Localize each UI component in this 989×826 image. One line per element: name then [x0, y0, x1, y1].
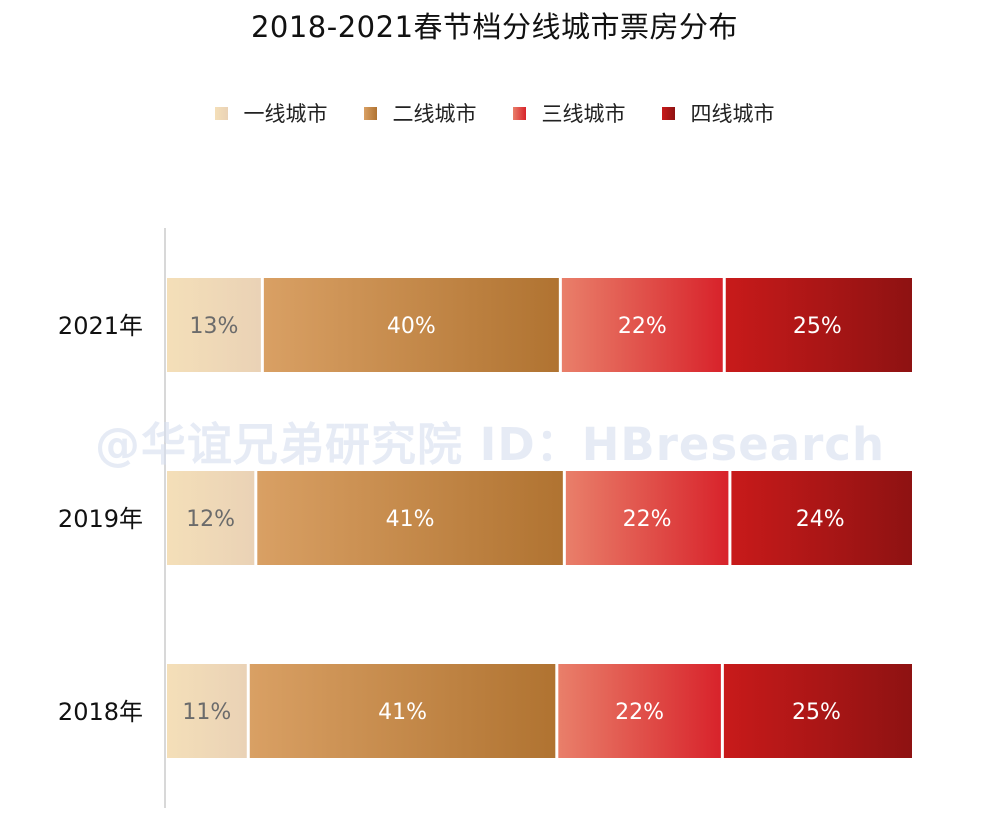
bar-2018-tier2	[249, 664, 556, 758]
data-label-2018-tier2: 41%	[378, 700, 427, 725]
data-label-2021-tier4: 25%	[793, 314, 842, 339]
data-label-2018-tier1: 11%	[182, 700, 231, 725]
legend-swatch-tier3	[512, 106, 526, 120]
legend-swatch-tier4	[661, 106, 675, 120]
bar-2018-tier1	[167, 664, 247, 758]
data-label-2018-tier3: 22%	[615, 700, 664, 725]
legend-label-tier2: 二线城市	[392, 102, 477, 126]
category-label-2018: 2018年	[58, 698, 143, 726]
legend-item-tier3: 三线城市	[512, 98, 626, 128]
legend-item-tier2: 二线城市	[363, 98, 477, 128]
data-label-2021-tier1: 13%	[189, 314, 238, 339]
bar-2021-tier4	[725, 278, 912, 372]
bar-2018-tier4	[723, 664, 912, 758]
legend: 一线城市 二线城市 三线城市 四线城市	[0, 98, 989, 128]
bar-2019-tier1	[167, 471, 255, 565]
data-label-2019-tier2: 41%	[386, 507, 435, 532]
data-label-2019-tier3: 22%	[623, 507, 672, 532]
category-label-2019: 2019年	[58, 505, 143, 533]
data-label-2019-tier4: 24%	[796, 507, 845, 532]
chart-title: 2018-2021春节档分线城市票房分布	[250, 10, 739, 44]
legend-item-tier1: 一线城市	[214, 98, 328, 128]
legend-swatch-tier2	[363, 106, 377, 120]
legend-swatch-tier1	[214, 106, 228, 120]
legend-label-tier4: 四线城市	[690, 102, 775, 126]
data-label-2019-tier1: 12%	[186, 507, 235, 532]
bar-2019-tier3	[565, 471, 729, 565]
bar-2019-tier2	[257, 471, 563, 565]
bar-2021-tier1	[167, 278, 261, 372]
data-label-2021-tier2: 40%	[387, 314, 436, 339]
data-label-2021-tier3: 22%	[618, 314, 667, 339]
bar-2021-tier3	[561, 278, 723, 372]
bars-layer: 13% 40% 22% 25% 12% 41% 22% 24% 11% 41% 22% 25%	[167, 278, 912, 758]
category-labels: 2021年 2019年 2018年	[58, 312, 143, 726]
data-label-2018-tier4: 25%	[792, 700, 841, 725]
bar-2021-tier2	[263, 278, 559, 372]
bar-2018-tier3	[558, 664, 721, 758]
legend-label-tier1: 一线城市	[243, 102, 328, 126]
watermark: @华谊兄弟研究院 ID：HBresearch	[95, 418, 886, 471]
bar-2019-tier4	[731, 471, 912, 565]
legend-item-tier4: 四线城市	[661, 98, 775, 128]
legend-label-tier3: 三线城市	[541, 102, 626, 126]
category-label-2021: 2021年	[58, 312, 143, 340]
